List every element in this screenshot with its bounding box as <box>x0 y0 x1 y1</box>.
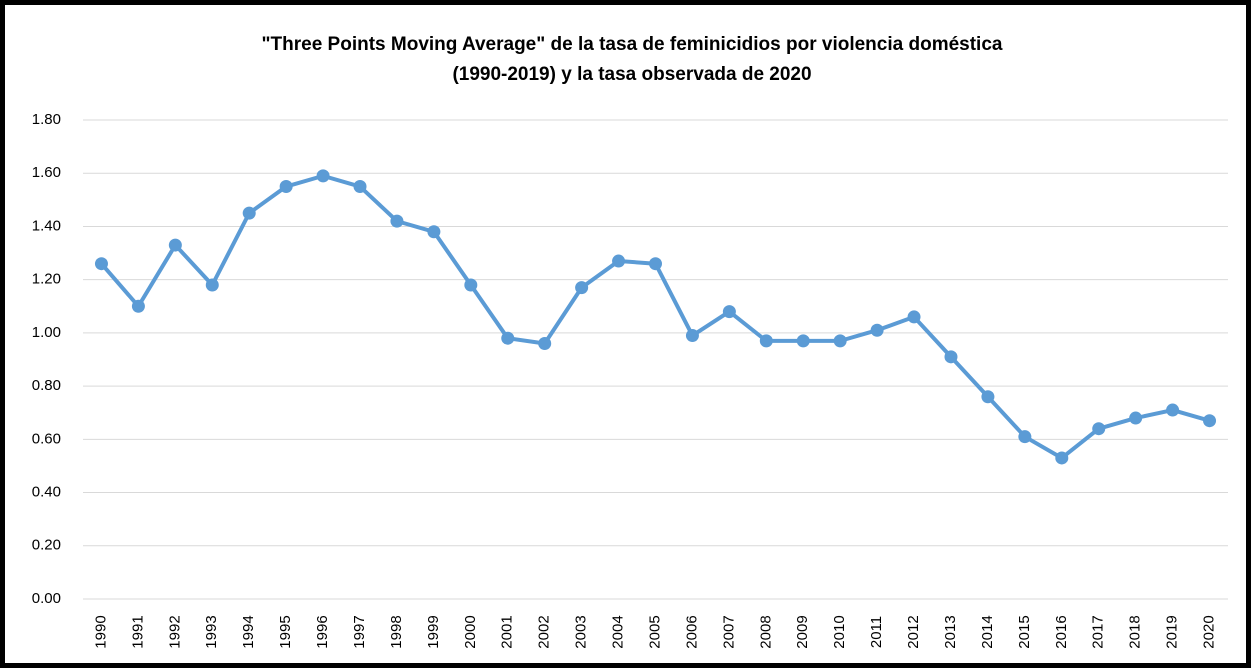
marker <box>833 334 847 348</box>
y-tick-label: 0.40 <box>32 484 61 501</box>
x-tick-label: 2016 <box>1053 615 1070 648</box>
marker <box>316 169 330 183</box>
marker <box>796 334 810 348</box>
x-tick-label: 1996 <box>314 615 331 648</box>
x-tick-label: 2011 <box>868 616 885 648</box>
x-tick-label: 2006 <box>683 615 700 648</box>
x-tick-label: 1995 <box>277 615 294 648</box>
marker <box>168 238 182 252</box>
marker <box>981 390 995 404</box>
chart-title: (1990-2019) y la tasa observada de 2020 <box>452 64 811 85</box>
x-tick-label: 1999 <box>425 615 442 648</box>
marker <box>205 278 219 292</box>
x-tick-label: 2012 <box>905 615 922 648</box>
marker <box>242 206 256 220</box>
x-tick-label: 2015 <box>1016 615 1033 648</box>
x-tick-label: 2005 <box>646 615 663 648</box>
x-tick-label: 1993 <box>203 615 220 648</box>
y-tick-label: 0.60 <box>32 430 61 447</box>
x-tick-label: 2017 <box>1090 615 1107 648</box>
marker <box>1092 422 1106 436</box>
chart-title: "Three Points Moving Average" de la tasa… <box>262 34 1003 55</box>
y-tick-label: 1.00 <box>32 324 61 341</box>
marker <box>1166 403 1180 417</box>
x-tick-label: 2004 <box>610 615 627 648</box>
y-tick-label: 0.00 <box>32 590 61 607</box>
x-tick-label: 1997 <box>351 615 368 648</box>
x-tick-label: 1991 <box>129 615 146 648</box>
marker <box>612 254 626 268</box>
marker <box>1203 414 1217 428</box>
marker <box>1018 430 1032 444</box>
marker <box>1129 411 1143 425</box>
marker <box>464 278 478 292</box>
marker <box>390 214 404 228</box>
marker <box>870 323 884 337</box>
x-tick-label: 1998 <box>388 615 405 648</box>
x-tick-label: 2002 <box>536 615 553 648</box>
x-tick-label: 2019 <box>1164 615 1181 648</box>
marker <box>649 257 662 271</box>
y-tick-label: 1.60 <box>32 164 61 181</box>
x-tick-label: 2013 <box>942 615 959 648</box>
marker <box>353 180 367 194</box>
marker <box>759 334 773 348</box>
x-tick-label: 2018 <box>1127 615 1144 648</box>
x-tick-label: 1994 <box>240 615 257 648</box>
marker <box>94 257 108 271</box>
y-tick-label: 1.80 <box>32 111 61 128</box>
x-tick-label: 2020 <box>1201 615 1218 648</box>
marker <box>1055 451 1069 465</box>
x-tick-label: 1992 <box>166 615 183 648</box>
x-tick-label: 1990 <box>92 615 109 648</box>
marker <box>575 281 589 295</box>
y-tick-label: 0.80 <box>32 377 61 394</box>
marker <box>501 331 515 345</box>
marker <box>131 299 145 313</box>
marker <box>427 225 441 239</box>
x-tick-label: 2014 <box>979 615 996 648</box>
y-tick-label: 0.20 <box>32 537 61 554</box>
marker <box>907 310 921 324</box>
y-tick-label: 1.40 <box>32 217 61 234</box>
x-tick-label: 2001 <box>499 615 516 648</box>
x-tick-label: 2010 <box>831 615 848 648</box>
y-tick-label: 1.20 <box>32 271 61 288</box>
x-tick-label: 2008 <box>757 615 774 648</box>
marker <box>944 350 958 364</box>
marker <box>279 180 293 194</box>
marker <box>685 329 699 343</box>
x-tick-label: 2003 <box>573 615 590 648</box>
marker <box>538 337 552 351</box>
marker <box>722 305 736 319</box>
x-tick-label: 2009 <box>794 615 811 648</box>
x-tick-label: 2000 <box>462 615 479 648</box>
x-tick-label: 2007 <box>720 615 737 648</box>
